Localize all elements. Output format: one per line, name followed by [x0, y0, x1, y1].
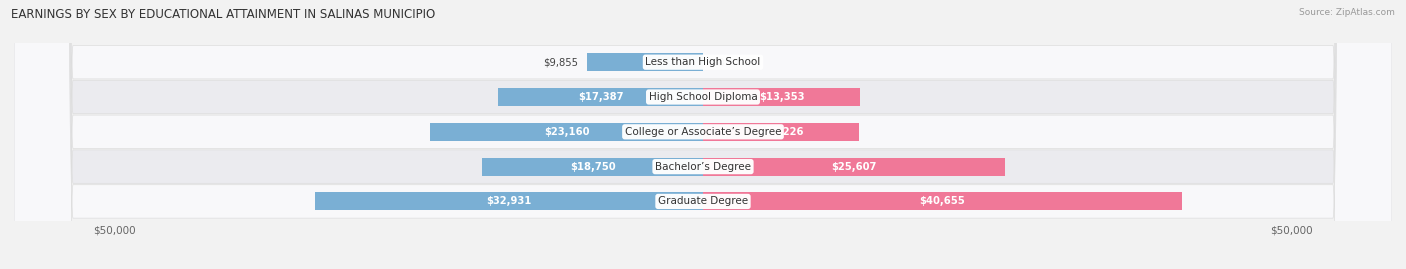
Text: $13,226: $13,226 [758, 127, 804, 137]
FancyBboxPatch shape [14, 0, 1392, 269]
Text: $9,855: $9,855 [543, 57, 578, 67]
Text: $0: $0 [711, 57, 724, 67]
Text: $25,607: $25,607 [831, 162, 876, 172]
Text: High School Diploma: High School Diploma [648, 92, 758, 102]
Text: $40,655: $40,655 [920, 196, 966, 206]
Bar [703, 192, 1182, 210]
FancyBboxPatch shape [14, 0, 1392, 269]
Text: Source: ZipAtlas.com: Source: ZipAtlas.com [1299, 8, 1395, 17]
Text: $17,387: $17,387 [578, 92, 623, 102]
Text: Less than High School: Less than High School [645, 57, 761, 67]
Bar [482, 158, 703, 176]
FancyBboxPatch shape [14, 0, 1392, 269]
Text: Graduate Degree: Graduate Degree [658, 196, 748, 206]
Bar [498, 88, 703, 106]
Text: $23,160: $23,160 [544, 127, 589, 137]
Bar [703, 123, 859, 141]
Bar [315, 192, 703, 210]
Bar [703, 88, 860, 106]
Bar [586, 53, 703, 71]
Text: College or Associate’s Degree: College or Associate’s Degree [624, 127, 782, 137]
FancyBboxPatch shape [14, 0, 1392, 269]
Text: EARNINGS BY SEX BY EDUCATIONAL ATTAINMENT IN SALINAS MUNICIPIO: EARNINGS BY SEX BY EDUCATIONAL ATTAINMEN… [11, 8, 436, 21]
Bar [430, 123, 703, 141]
Text: Bachelor’s Degree: Bachelor’s Degree [655, 162, 751, 172]
Text: $18,750: $18,750 [569, 162, 616, 172]
FancyBboxPatch shape [14, 0, 1392, 269]
Text: $32,931: $32,931 [486, 196, 531, 206]
Bar [703, 158, 1004, 176]
Text: $13,353: $13,353 [759, 92, 804, 102]
